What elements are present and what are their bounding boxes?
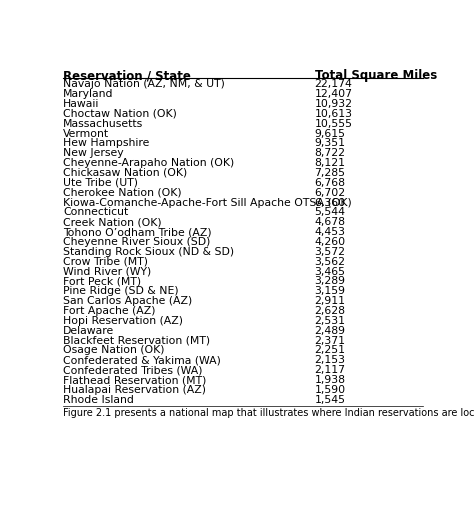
- Text: Rhode Island: Rhode Island: [63, 395, 134, 405]
- Text: Creek Nation (OK): Creek Nation (OK): [63, 217, 162, 227]
- Text: 3,562: 3,562: [315, 257, 346, 267]
- Text: Fort Apache (AZ): Fort Apache (AZ): [63, 306, 155, 316]
- Text: Hualapai Reservation (AZ): Hualapai Reservation (AZ): [63, 385, 206, 395]
- Text: 22,174: 22,174: [315, 79, 353, 89]
- Text: 2,371: 2,371: [315, 336, 346, 345]
- Text: 10,613: 10,613: [315, 109, 353, 119]
- Text: Navajo Nation (AZ, NM, & UT): Navajo Nation (AZ, NM, & UT): [63, 79, 225, 89]
- Text: 12,407: 12,407: [315, 89, 353, 99]
- Text: 2,251: 2,251: [315, 345, 346, 356]
- Text: 2,489: 2,489: [315, 326, 346, 336]
- Text: Hawaii: Hawaii: [63, 99, 99, 109]
- Text: Confederated Tribes (WA): Confederated Tribes (WA): [63, 365, 202, 375]
- Text: 1,545: 1,545: [315, 395, 346, 405]
- Text: Choctaw Nation (OK): Choctaw Nation (OK): [63, 109, 177, 119]
- Text: Reservation / State: Reservation / State: [63, 69, 191, 82]
- Text: Connecticut: Connecticut: [63, 208, 128, 218]
- Text: Cheyenne River Sioux (SD): Cheyenne River Sioux (SD): [63, 237, 210, 247]
- Text: 1,938: 1,938: [315, 375, 346, 385]
- Text: 3,572: 3,572: [315, 247, 346, 257]
- Text: Delaware: Delaware: [63, 326, 114, 336]
- Text: Vermont: Vermont: [63, 128, 109, 138]
- Text: Tohono O’odham Tribe (AZ): Tohono O’odham Tribe (AZ): [63, 227, 211, 237]
- Text: Maryland: Maryland: [63, 89, 113, 99]
- Text: Standing Rock Sioux (ND & SD): Standing Rock Sioux (ND & SD): [63, 247, 234, 257]
- Text: Pine Ridge (SD & NE): Pine Ridge (SD & NE): [63, 286, 179, 296]
- Text: 8,121: 8,121: [315, 158, 346, 168]
- Text: Cherokee Nation (OK): Cherokee Nation (OK): [63, 188, 182, 197]
- Text: 9,615: 9,615: [315, 128, 346, 138]
- Text: 4,453: 4,453: [315, 227, 346, 237]
- Text: 2,911: 2,911: [315, 296, 346, 306]
- Text: Hew Hampshire: Hew Hampshire: [63, 138, 149, 148]
- Text: 2,628: 2,628: [315, 306, 346, 316]
- Text: 7,285: 7,285: [315, 168, 346, 178]
- Text: 9,351: 9,351: [315, 138, 346, 148]
- Text: Hopi Reservation (AZ): Hopi Reservation (AZ): [63, 316, 183, 326]
- Text: 4,260: 4,260: [315, 237, 346, 247]
- Text: New Jersey: New Jersey: [63, 148, 124, 158]
- Text: Fort Peck (MT): Fort Peck (MT): [63, 276, 141, 286]
- Text: 10,932: 10,932: [315, 99, 353, 109]
- Text: 3,465: 3,465: [315, 267, 346, 277]
- Text: 10,555: 10,555: [315, 119, 353, 129]
- Text: Massachusetts: Massachusetts: [63, 119, 143, 129]
- Text: Blackfeet Reservation (MT): Blackfeet Reservation (MT): [63, 336, 210, 345]
- Text: Osage Nation (OK): Osage Nation (OK): [63, 345, 164, 356]
- Text: Confederated & Yakima (WA): Confederated & Yakima (WA): [63, 356, 221, 365]
- Text: 6,702: 6,702: [315, 188, 346, 197]
- Text: Figure 2.1 presents a national map that illustrates where Indian reservations ar: Figure 2.1 presents a national map that …: [63, 408, 474, 418]
- Text: Kiowa-Comanche-Apache-Fort Sill Apache OTSA (OK): Kiowa-Comanche-Apache-Fort Sill Apache O…: [63, 197, 352, 208]
- Text: 3,159: 3,159: [315, 286, 346, 296]
- Text: 6,360: 6,360: [315, 197, 346, 208]
- Text: San Carlos Apache (AZ): San Carlos Apache (AZ): [63, 296, 192, 306]
- Text: 1,590: 1,590: [315, 385, 346, 395]
- Text: Total Square Miles: Total Square Miles: [315, 69, 437, 82]
- Text: 2,531: 2,531: [315, 316, 346, 326]
- Text: Ute Tribe (UT): Ute Tribe (UT): [63, 178, 138, 188]
- Text: 2,153: 2,153: [315, 356, 346, 365]
- Text: 4,678: 4,678: [315, 217, 346, 227]
- Text: 3,289: 3,289: [315, 276, 346, 286]
- Text: Chickasaw Nation (OK): Chickasaw Nation (OK): [63, 168, 187, 178]
- Text: Crow Tribe (MT): Crow Tribe (MT): [63, 257, 148, 267]
- Text: Wind River (WY): Wind River (WY): [63, 267, 151, 277]
- Text: Cheyenne-Arapaho Nation (OK): Cheyenne-Arapaho Nation (OK): [63, 158, 234, 168]
- Text: 6,768: 6,768: [315, 178, 346, 188]
- Text: Flathead Reservation (MT): Flathead Reservation (MT): [63, 375, 206, 385]
- Text: 5,544: 5,544: [315, 208, 346, 218]
- Text: 2,117: 2,117: [315, 365, 346, 375]
- Text: 8,722: 8,722: [315, 148, 346, 158]
